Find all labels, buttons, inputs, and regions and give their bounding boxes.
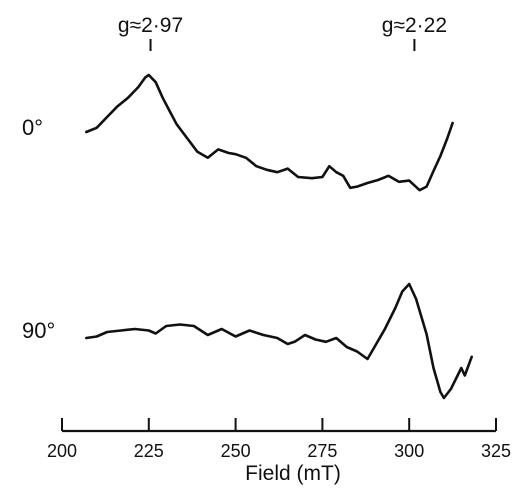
series-label-0: 0° [22,115,43,140]
x-tick-label-300: 300 [394,441,424,461]
series-label-1: 90° [22,318,55,343]
x-tick-label-200: 200 [47,441,77,461]
x-tick-label-325: 325 [481,441,511,461]
x-axis-ticks: 200 225 250 275 300 325 [47,418,511,461]
g-value-label-1: g≈2·22 [382,14,447,37]
x-axis: 200 225 250 275 300 325 Field (mT) [47,418,511,485]
x-tick-label-275: 275 [307,441,337,461]
g-value-annotations: g≈2·97 g≈2·22 [118,14,447,51]
spectrum-trace-0 [85,73,454,192]
x-tick-label-250: 250 [221,441,251,461]
x-tick-label-225: 225 [134,441,164,461]
spectra-traces: 0° 90° [22,73,473,400]
x-axis-label: Field (mT) [245,462,341,485]
spectrum-trace-1 [85,282,473,400]
g-value-label-0: g≈2·97 [118,14,183,37]
